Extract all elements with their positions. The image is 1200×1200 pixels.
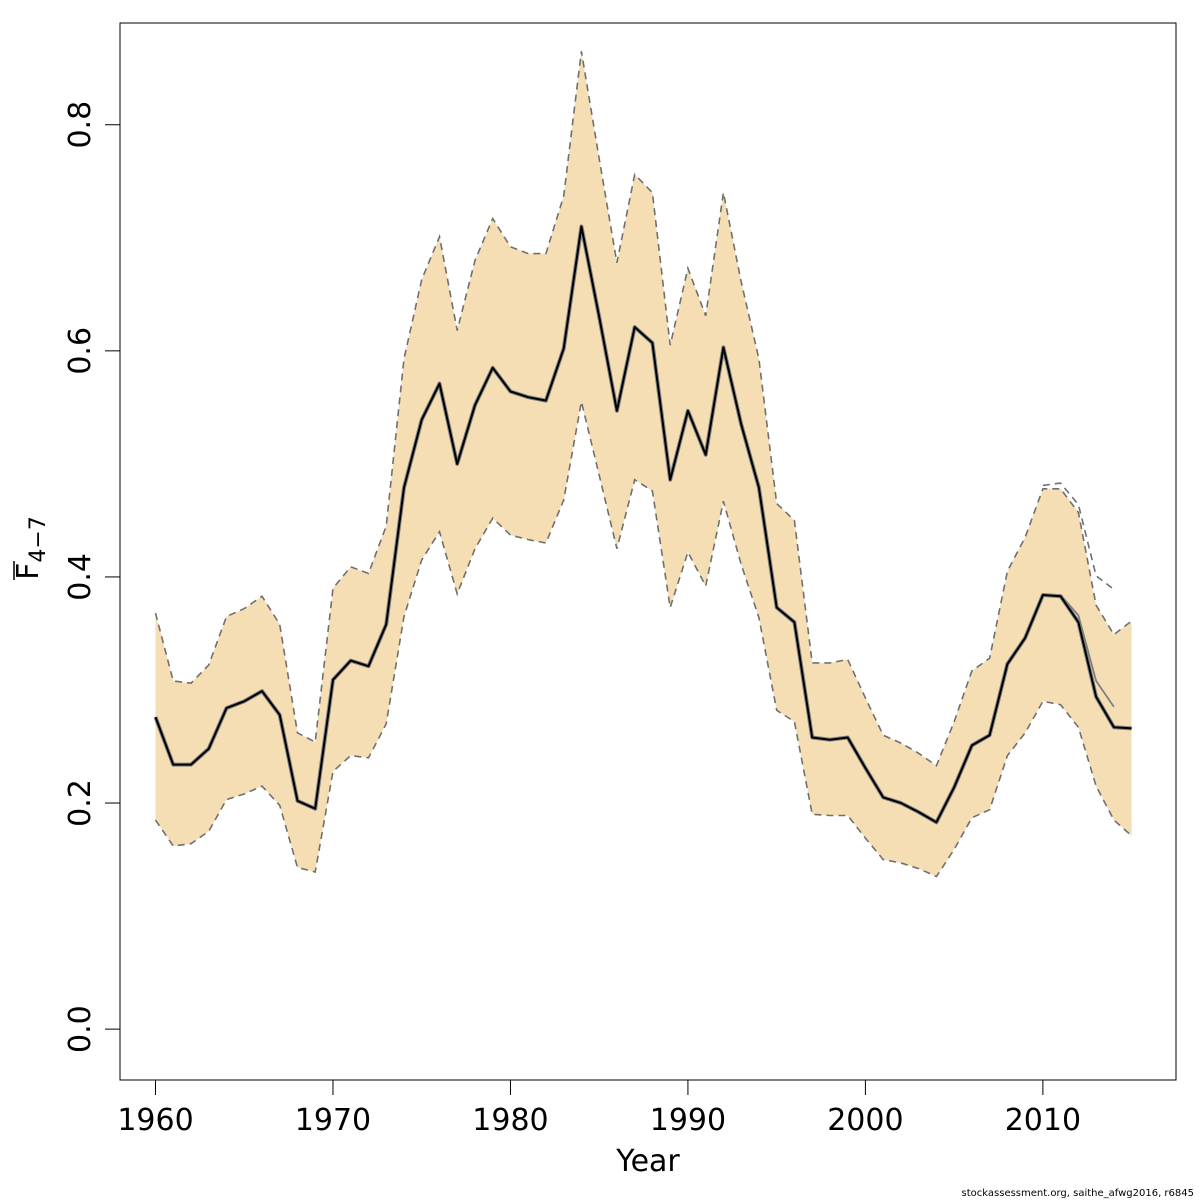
y-axis: 0.0 0.2 0.4 0.6 0.8 bbox=[63, 101, 121, 1053]
previous-upper-bound-line bbox=[1042, 482, 1115, 591]
x-axis-title: Year bbox=[615, 1144, 680, 1179]
credit-text: stockassessment.org, saithe_afwg2016, r6… bbox=[962, 1188, 1194, 1199]
y-tick-label: 0.8 bbox=[63, 101, 98, 149]
y-tick-label: 0.6 bbox=[63, 327, 98, 375]
x-tick-label: 1960 bbox=[117, 1103, 193, 1138]
plot-area bbox=[153, 51, 1133, 878]
y-tick-label: 0.2 bbox=[63, 779, 98, 827]
svg-text:F4−7: F4−7 bbox=[11, 516, 51, 580]
lower-bound-line bbox=[154, 401, 1133, 878]
x-tick-label: 1980 bbox=[472, 1103, 548, 1138]
y-axis-title: F4−7 bbox=[11, 516, 51, 580]
confidence-band bbox=[155, 51, 1132, 877]
y-tick-label: 0.0 bbox=[63, 1005, 98, 1053]
x-tick-label: 1970 bbox=[295, 1103, 371, 1138]
x-tick-label: 2000 bbox=[827, 1103, 903, 1138]
x-axis: 1960 1970 1980 1990 2000 2010 bbox=[117, 1079, 1081, 1138]
y-axis-title-subscript: 4−7 bbox=[26, 516, 51, 562]
y-axis-title-main: F bbox=[11, 563, 46, 580]
estimate-line bbox=[154, 225, 1132, 824]
x-tick-label: 2010 bbox=[1005, 1103, 1081, 1138]
x-tick-label: 1990 bbox=[650, 1103, 726, 1138]
y-tick-label: 0.4 bbox=[63, 553, 98, 601]
